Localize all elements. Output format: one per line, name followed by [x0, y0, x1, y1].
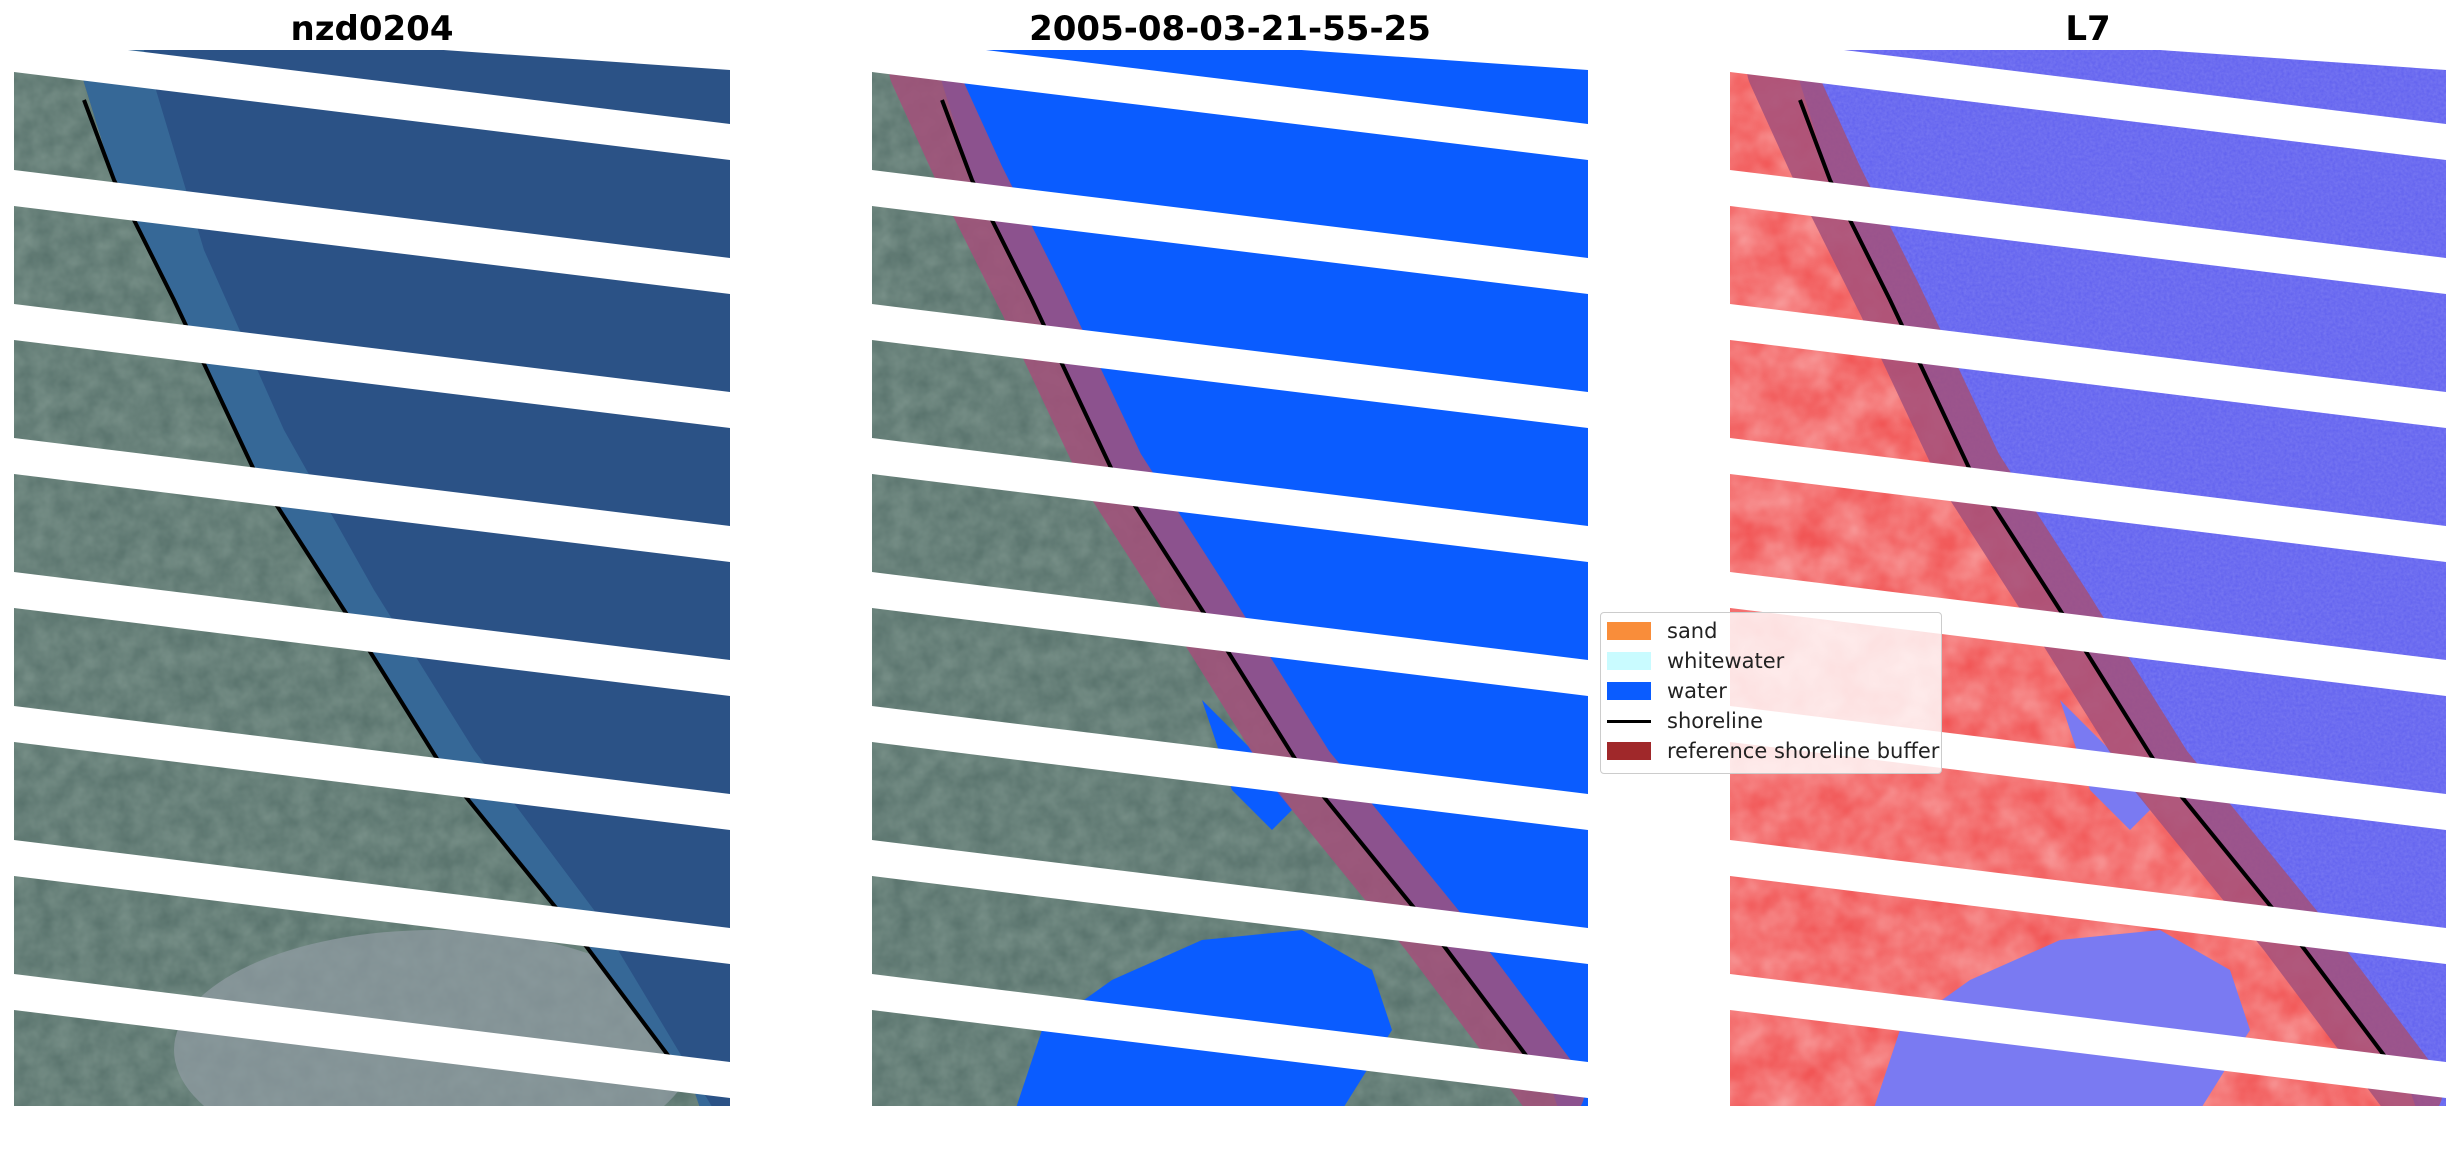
legend-label-sand: sand — [1667, 619, 1718, 643]
panel-title-index: L7 — [2065, 9, 2111, 49]
legend-label-shoreline: shoreline — [1667, 709, 1764, 733]
rgb-image-panel — [14, 50, 730, 1150]
scanline-gaps — [14, 50, 730, 1150]
scanline-gaps — [1730, 50, 2446, 1150]
index-panel — [1730, 50, 2446, 1150]
legend-item-buffer: reference shoreline buffer — [1607, 737, 1939, 765]
panel-title-classification: 2005-08-03-21-55-25 — [1029, 9, 1431, 49]
classification-panel — [872, 50, 1588, 1150]
legend-swatch-whitewater — [1607, 652, 1651, 670]
legend-swatch-buffer — [1607, 742, 1651, 760]
panel-title-rgb: nzd0204 — [290, 9, 454, 49]
legend-swatch-water — [1607, 682, 1651, 700]
scanline-gaps — [872, 50, 1588, 1150]
legend-item-shoreline: shoreline — [1607, 707, 1763, 735]
legend-label-water: water — [1667, 679, 1727, 703]
legend-item-sand: sand — [1607, 617, 1717, 645]
legend-swatch-sand — [1607, 622, 1651, 640]
legend-item-whitewater: whitewater — [1607, 647, 1784, 675]
legend-label-buffer: reference shoreline buffer — [1667, 739, 1940, 763]
legend: sand whitewater water shoreline referenc… — [1600, 612, 1942, 774]
legend-label-whitewater: whitewater — [1667, 649, 1785, 673]
legend-line-shoreline — [1607, 719, 1651, 723]
legend-item-water: water — [1607, 677, 1727, 705]
